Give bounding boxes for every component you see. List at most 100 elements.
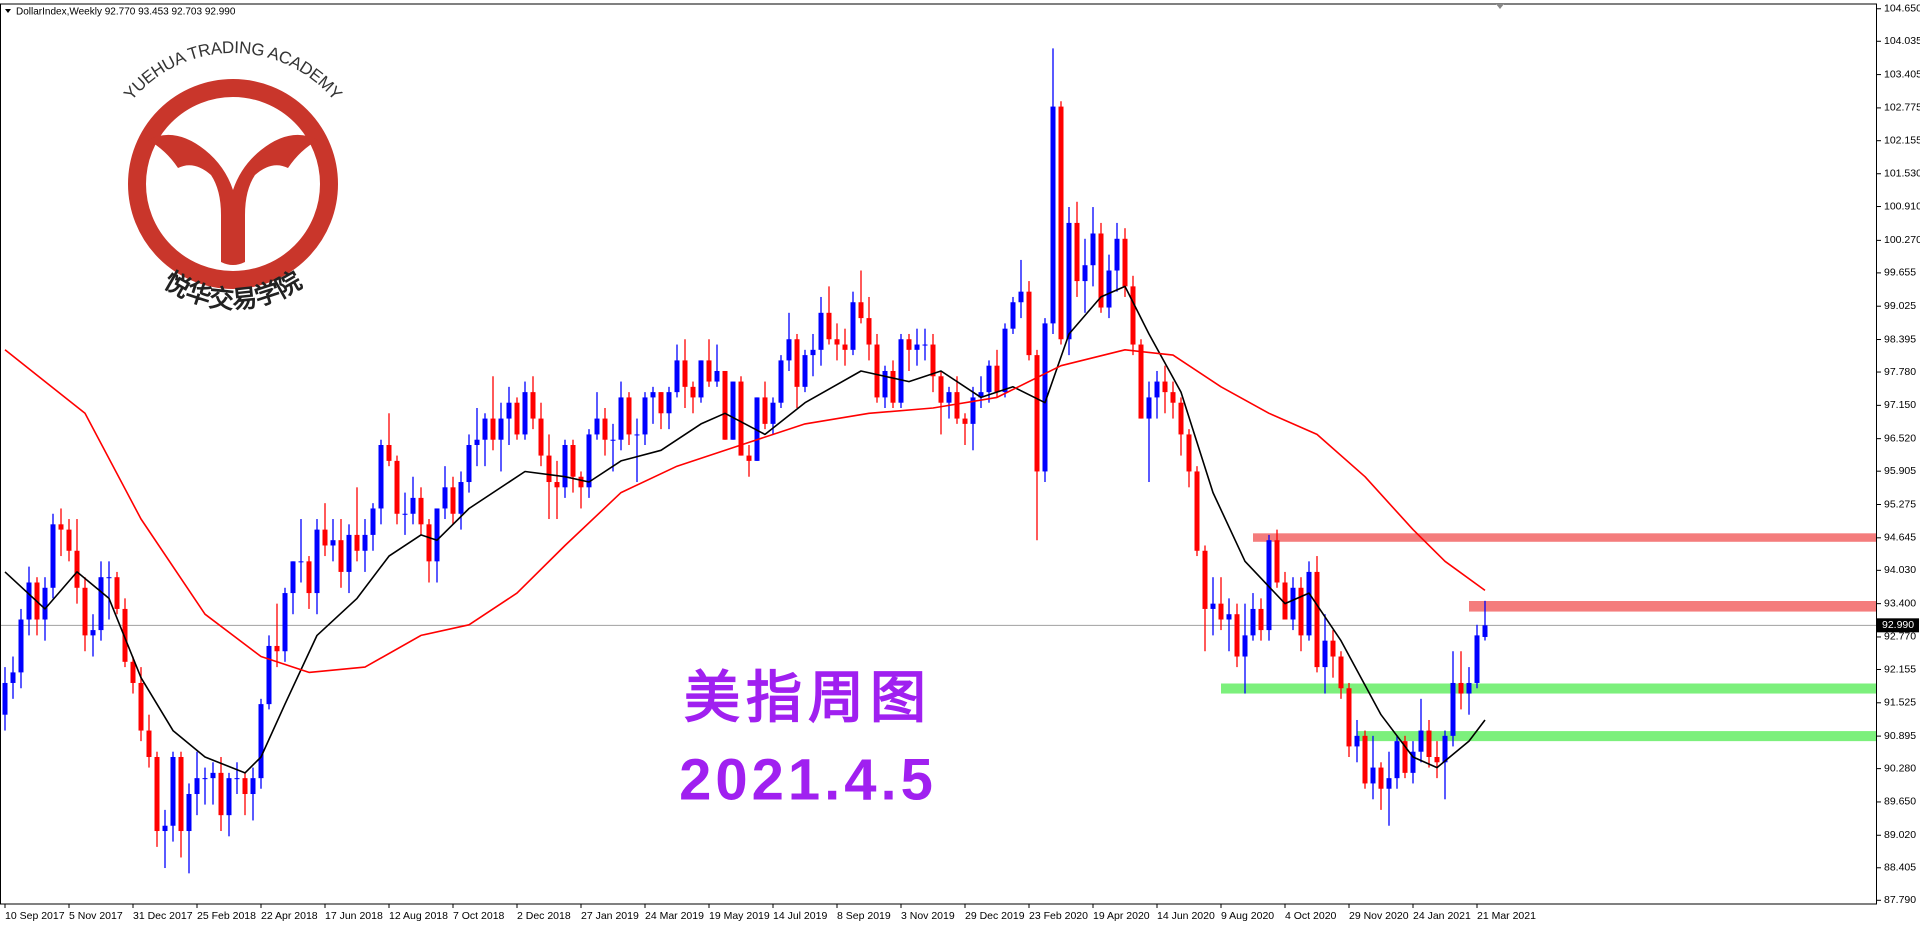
candle-body — [1234, 614, 1240, 657]
candle-body — [914, 344, 920, 350]
candle-body — [466, 445, 472, 483]
x-tick-label: 23 Feb 2020 — [1029, 910, 1088, 922]
candle-body — [130, 661, 136, 683]
candle-body — [858, 302, 864, 319]
candle-body — [250, 778, 256, 795]
y-tick-label: 100.270 — [1884, 234, 1920, 246]
candle-body — [1330, 640, 1336, 657]
candle-body — [114, 577, 120, 609]
level-zone — [1469, 601, 1876, 612]
candle-body — [26, 582, 32, 620]
candle-body — [338, 540, 344, 572]
moving-average — [4, 285, 1486, 774]
candle-body — [1362, 735, 1368, 784]
candle-body — [1186, 434, 1192, 472]
candle-body — [1418, 730, 1424, 752]
candle-body — [1034, 355, 1040, 472]
current-price-label: 92.990 — [1882, 619, 1914, 631]
candle-body — [418, 497, 424, 525]
shift-marker — [1496, 4, 1504, 9]
candle-body — [170, 756, 176, 826]
y-tick-label: 94.645 — [1884, 532, 1916, 544]
candle-body — [842, 344, 848, 350]
candle-body — [306, 561, 312, 594]
candle-body — [258, 704, 264, 779]
candle-body — [242, 778, 248, 795]
candle-body — [1138, 344, 1144, 419]
candle-body — [42, 587, 48, 620]
x-tick-label: 17 Jun 2018 — [325, 910, 383, 922]
plot-frame — [0, 3, 1877, 905]
candle-body — [386, 445, 392, 461]
candle-body — [1050, 106, 1056, 324]
candle-body — [1338, 656, 1344, 689]
candle-body — [850, 302, 856, 350]
y-tick-label: 91.525 — [1884, 697, 1916, 709]
candle-body — [658, 392, 664, 414]
candle-body — [346, 534, 352, 572]
candle-body — [938, 376, 944, 403]
level-zone — [1253, 533, 1876, 542]
candle-body — [1298, 587, 1304, 636]
x-tick-label: 24 Jan 2021 — [1413, 910, 1471, 922]
candle-body — [202, 778, 208, 780]
candle-body — [866, 318, 872, 345]
candle-body — [1114, 238, 1120, 271]
candle-body — [354, 534, 360, 551]
candle-body — [498, 418, 504, 440]
candle-body — [330, 540, 336, 546]
candle-body — [722, 370, 728, 440]
candle-body — [730, 381, 736, 440]
moving-average — [4, 349, 1486, 674]
candle-body — [74, 550, 80, 588]
candle-body — [1266, 540, 1272, 631]
y-tick-label: 100.910 — [1884, 200, 1920, 212]
candle-body — [826, 312, 832, 340]
candle-body — [786, 339, 792, 361]
candle-body — [602, 418, 608, 440]
candle-body — [18, 619, 24, 673]
candle-body — [778, 360, 784, 403]
x-tick-label: 21 Mar 2021 — [1477, 910, 1536, 922]
candle-body — [66, 529, 72, 551]
candle-body — [746, 455, 752, 461]
y-tick-label: 95.905 — [1884, 465, 1916, 477]
y-tick-label: 101.530 — [1884, 168, 1920, 180]
candle-body — [98, 577, 104, 631]
y-tick-label: 99.655 — [1884, 267, 1916, 279]
candle-body — [1122, 238, 1128, 287]
x-tick-label: 5 Nov 2017 — [69, 910, 123, 922]
candle-body — [1042, 323, 1048, 472]
candle-body — [266, 645, 272, 705]
candle-body — [1202, 550, 1208, 609]
candle-body — [634, 434, 640, 436]
candle-body — [594, 418, 600, 435]
candle-body — [1106, 270, 1112, 308]
candle-body — [1082, 265, 1088, 282]
candle-body — [106, 577, 112, 579]
x-tick-label: 24 Mar 2019 — [645, 910, 704, 922]
candle-body — [1010, 302, 1016, 329]
y-tick-label: 92.770 — [1884, 631, 1916, 643]
candle-body — [626, 397, 632, 435]
candle-body — [1066, 222, 1072, 340]
candle-body — [490, 418, 496, 440]
candle-body — [426, 524, 432, 562]
y-tick-label: 89.650 — [1884, 796, 1916, 808]
candle-body — [370, 508, 376, 535]
x-tick-label: 8 Sep 2019 — [837, 910, 891, 922]
candle-body — [922, 344, 928, 346]
y-tick-label: 90.895 — [1884, 730, 1916, 742]
candle-body — [1170, 392, 1176, 403]
candle-body — [274, 645, 280, 652]
candle-body — [322, 529, 328, 546]
candle-body — [146, 730, 152, 757]
candle-body — [1226, 614, 1232, 620]
candle-body — [834, 339, 840, 345]
candle-body — [50, 524, 56, 588]
candle-body — [1474, 635, 1480, 683]
candle-body — [1130, 286, 1136, 345]
x-tick-label: 7 Oct 2018 — [453, 910, 505, 922]
candle-body — [1194, 471, 1200, 551]
candle-body — [1258, 608, 1264, 631]
